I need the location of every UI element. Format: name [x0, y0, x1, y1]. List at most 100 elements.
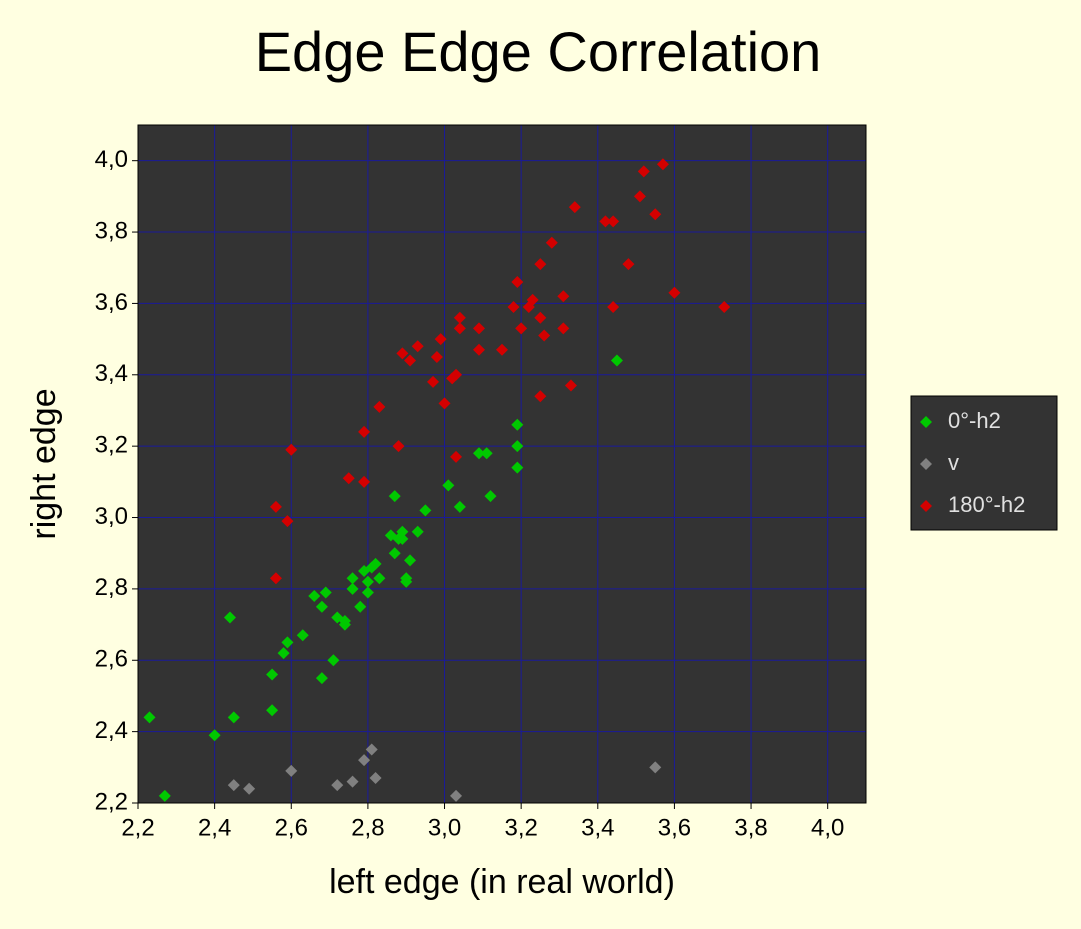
point [515, 322, 528, 335]
point [718, 300, 731, 313]
point [599, 215, 612, 228]
y-tick-label: 3,8 [95, 217, 128, 244]
point [534, 311, 547, 324]
point [269, 572, 282, 585]
point [143, 711, 156, 724]
x-tick-label: 3,6 [658, 814, 691, 841]
point [396, 347, 409, 360]
point [285, 443, 298, 456]
point [511, 461, 524, 474]
x-tick-label: 3,0 [428, 814, 461, 841]
point [346, 775, 359, 788]
point [315, 600, 328, 613]
point [346, 582, 359, 595]
point [404, 354, 417, 367]
point [361, 586, 374, 599]
point [564, 379, 577, 392]
point [388, 490, 401, 503]
x-tick-label: 3,4 [581, 814, 614, 841]
point [507, 300, 520, 313]
point [396, 532, 409, 545]
point [434, 333, 447, 346]
point [511, 418, 524, 431]
legend-label: 0°-h2 [948, 408, 1001, 433]
point [158, 789, 171, 802]
point [534, 258, 547, 271]
point [227, 711, 240, 724]
point [269, 500, 282, 513]
point [285, 764, 298, 777]
point [419, 504, 432, 517]
chart-title: Edge Edge Correlation [255, 20, 822, 83]
point [266, 704, 279, 717]
point [450, 368, 463, 381]
point [453, 322, 466, 335]
x-tick-label: 3,2 [504, 814, 537, 841]
point [404, 554, 417, 567]
legend-label: v [948, 450, 959, 475]
point [538, 329, 551, 342]
point [453, 500, 466, 513]
y-tick-label: 3,4 [95, 360, 128, 387]
x-tick-label: 2,4 [198, 814, 231, 841]
point [453, 311, 466, 324]
point [388, 547, 401, 560]
legend-label: 180°-h2 [948, 492, 1025, 517]
point [338, 618, 351, 631]
point [557, 322, 570, 335]
point [208, 729, 221, 742]
point [396, 525, 409, 538]
legend-marker [920, 458, 932, 470]
x-tick-label: 2,2 [121, 814, 154, 841]
y-tick-label: 3,6 [95, 289, 128, 316]
point [607, 300, 620, 313]
point [354, 600, 367, 613]
point [281, 515, 294, 528]
point [427, 375, 440, 388]
point [649, 761, 662, 774]
point [346, 572, 359, 585]
x-tick-label: 2,8 [351, 814, 384, 841]
point [557, 290, 570, 303]
marks [143, 158, 731, 802]
point [430, 350, 443, 363]
point [365, 743, 378, 756]
point [392, 440, 405, 453]
point [296, 629, 309, 642]
point [480, 447, 493, 460]
y-tick-label: 3,0 [95, 503, 128, 530]
point [607, 215, 620, 228]
point [545, 236, 558, 249]
point [227, 779, 240, 792]
x-tick-label: 3,8 [734, 814, 767, 841]
point [358, 425, 371, 438]
point [319, 586, 332, 599]
point [442, 479, 455, 492]
point [327, 654, 340, 667]
point [369, 557, 382, 570]
point [568, 201, 581, 214]
point [369, 772, 382, 785]
point [361, 575, 374, 588]
point [277, 647, 290, 660]
point [438, 397, 451, 410]
point [308, 590, 321, 603]
point [342, 472, 355, 485]
point [411, 340, 424, 353]
point [373, 400, 386, 413]
point [281, 636, 294, 649]
legend-marker [920, 416, 932, 428]
point [411, 525, 424, 538]
y-axis-label: right edge [25, 388, 63, 539]
point [450, 450, 463, 463]
point [400, 575, 413, 588]
point [668, 286, 681, 299]
point [496, 343, 508, 356]
point [358, 475, 371, 488]
point [511, 440, 524, 453]
point [315, 672, 328, 685]
point [450, 789, 463, 802]
x-axis-label: left edge (in real world) [329, 863, 675, 901]
point [484, 490, 497, 503]
